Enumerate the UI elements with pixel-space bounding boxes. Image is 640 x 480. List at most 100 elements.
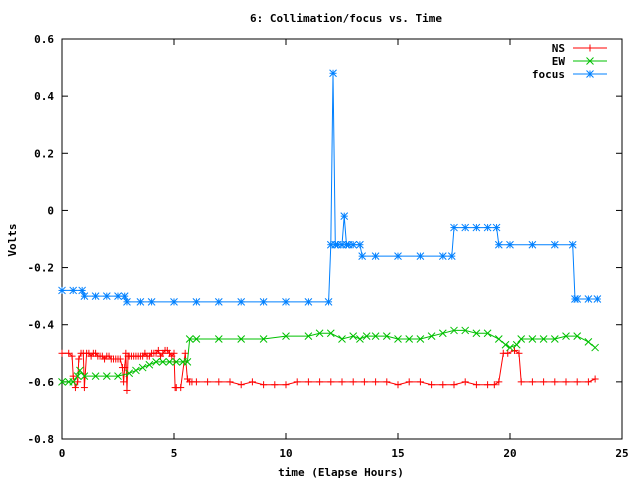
data-point-ew — [102, 372, 111, 380]
x-tick-label: 15 — [391, 447, 404, 460]
data-point-ns — [383, 378, 391, 386]
y-tick-label: 0.2 — [34, 147, 54, 160]
data-point-ns — [338, 378, 346, 386]
data-point-ew — [282, 332, 290, 340]
data-point-ns — [177, 384, 185, 392]
y-axis-label: Volts — [6, 223, 19, 256]
data-point-ew — [58, 378, 66, 386]
data-point-ns — [472, 381, 480, 389]
data-point-ns — [204, 378, 212, 386]
data-point-ns — [116, 355, 124, 363]
data-point-ns — [416, 378, 424, 386]
data-point-focus — [568, 240, 577, 249]
x-tick-label: 0 — [59, 447, 66, 460]
data-point-focus — [550, 240, 559, 249]
data-point-focus — [394, 252, 402, 260]
data-point-ns — [120, 378, 128, 386]
legend-label-ew: EW — [552, 55, 566, 68]
data-point-ns — [226, 378, 234, 386]
data-point-ew — [192, 335, 201, 343]
data-point-focus — [80, 292, 89, 300]
data-point-ns — [260, 381, 268, 389]
data-point-ns — [428, 381, 436, 389]
data-point-focus — [114, 292, 122, 300]
data-point-ew — [394, 335, 402, 343]
data-point-ew — [528, 335, 537, 343]
data-point-ew — [138, 363, 147, 372]
data-point-focus — [472, 223, 481, 232]
plot-frame — [61, 38, 623, 440]
data-point-ns — [237, 381, 245, 389]
data-point-ew — [315, 329, 324, 338]
x-tick-label: 5 — [171, 447, 178, 460]
data-point-ew — [501, 340, 510, 349]
data-point-ew — [214, 335, 223, 343]
data-point-ew — [506, 343, 514, 352]
data-point-ns — [293, 378, 301, 386]
data-point-ns — [215, 378, 223, 386]
data-point-ns — [327, 378, 335, 386]
data-point-focus — [349, 240, 358, 249]
data-point-focus — [450, 223, 458, 232]
data-point-focus — [494, 240, 503, 249]
data-point-focus — [416, 252, 425, 260]
data-point-ns — [584, 378, 592, 386]
data-point-ew — [550, 335, 559, 343]
y-tick-label: -0.4 — [28, 319, 55, 332]
data-point-focus — [438, 252, 447, 260]
data-point-focus — [461, 223, 470, 232]
plot-area: 0 5 10 15 20 25 0.6 0.4 0.2 0 -0.2 -0.4 -0.6 -0.8 — [28, 33, 629, 460]
data-point-focus — [483, 223, 492, 232]
data-point-ns — [484, 381, 492, 389]
data-point-ns — [573, 378, 581, 386]
legend-marker-focus — [586, 70, 594, 78]
data-point-ew — [91, 372, 100, 380]
data-point-ew — [405, 335, 414, 343]
data-point-ns — [528, 378, 536, 386]
data-point-focus — [237, 298, 246, 306]
data-point-focus — [371, 252, 380, 260]
data-point-ew — [125, 369, 134, 378]
data-point-ew — [76, 366, 84, 375]
data-point-ns — [69, 372, 77, 380]
data-point-ns — [349, 378, 357, 386]
data-point-ew — [69, 378, 78, 386]
chart-title: 6: Collimation/focus vs. Time — [250, 12, 442, 25]
data-point-ns — [495, 378, 503, 386]
data-point-ns — [504, 349, 512, 357]
data-point-focus — [528, 240, 537, 249]
data-point-ns — [271, 381, 279, 389]
data-point-ew — [183, 358, 192, 366]
data-point-ew — [450, 326, 458, 335]
data-point-ns — [181, 349, 189, 357]
data-point-ew — [483, 329, 492, 338]
y-tick-label: 0 — [47, 204, 54, 217]
data-point-ew — [539, 335, 548, 343]
data-point-ns — [439, 381, 447, 389]
data-point-ns — [360, 378, 368, 386]
data-point-ew — [416, 335, 425, 343]
data-point-ew — [584, 338, 593, 346]
x-tick-label: 10 — [279, 447, 292, 460]
data-point-ew — [132, 366, 140, 375]
data-point-ns — [282, 381, 290, 389]
y-tick-label: 0.6 — [34, 33, 54, 46]
data-point-ns — [248, 378, 256, 386]
data-point-ns — [515, 349, 523, 357]
data-point-ew — [304, 332, 313, 340]
data-point-ew — [185, 335, 194, 343]
data-point-ew — [356, 335, 364, 343]
data-point-ew — [326, 329, 335, 338]
data-point-ns — [591, 375, 599, 383]
data-point-ns — [316, 378, 324, 386]
data-point-ew — [512, 340, 521, 349]
data-point-focus — [136, 298, 145, 306]
data-point-focus — [584, 295, 593, 303]
data-point-ew — [165, 358, 174, 366]
data-point-ns — [123, 386, 131, 394]
data-point-ew — [573, 332, 582, 340]
data-point-ew — [562, 332, 570, 340]
data-point-focus — [259, 298, 268, 306]
